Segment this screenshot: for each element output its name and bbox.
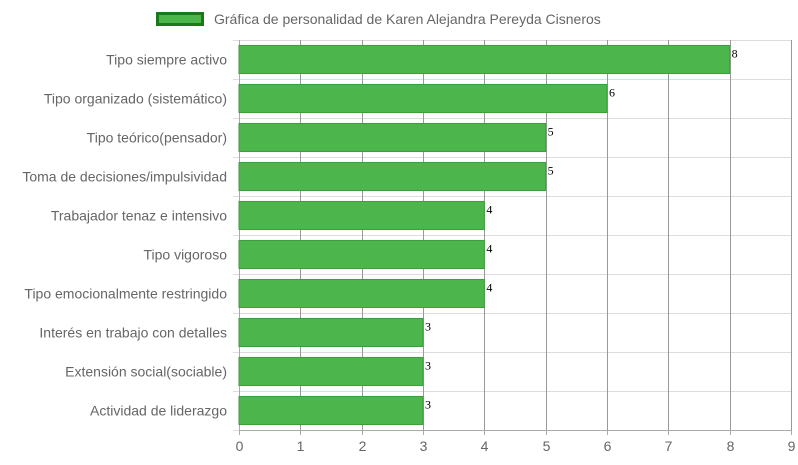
bar <box>238 200 485 231</box>
legend-swatch <box>156 12 204 26</box>
category-label: Tipo emocionalmente restringido <box>24 286 227 302</box>
category-label: Trabajador tenaz e intensivo <box>51 208 227 224</box>
category-label: Interés en trabajo con detalles <box>39 325 227 341</box>
bar <box>238 44 731 75</box>
category-label: Tipo teórico(pensador) <box>87 130 227 146</box>
category-label: Tipo vigoroso <box>143 247 227 263</box>
data-label: 3 <box>425 398 431 412</box>
x-tick-label: 9 <box>788 438 796 454</box>
data-label: 5 <box>548 125 554 139</box>
x-tick-label: 4 <box>481 438 489 454</box>
x-tick-label: 1 <box>297 438 305 454</box>
x-tick-label: 6 <box>604 438 612 454</box>
category-label: Actividad de liderazgo <box>90 403 227 419</box>
bar <box>238 278 485 309</box>
category-label: Tipo organizado (sistemático) <box>44 91 227 107</box>
category-label: Tipo siempre activo <box>106 52 227 68</box>
bar <box>238 161 547 192</box>
bar <box>238 395 424 426</box>
category-label: Extensión social(sociable) <box>65 364 227 380</box>
bar <box>238 239 485 270</box>
data-label: 4 <box>486 203 492 217</box>
data-label: 5 <box>548 164 554 178</box>
bar <box>238 122 547 153</box>
data-label: 3 <box>425 359 431 373</box>
legend-label: Gráfica de personalidad de Karen Alejand… <box>214 11 601 27</box>
data-label: 3 <box>425 320 431 334</box>
bar <box>238 317 424 348</box>
bar <box>238 83 608 114</box>
x-tick-label: 2 <box>359 438 367 454</box>
chart-legend[interactable]: Gráfica de personalidad de Karen Alejand… <box>156 8 601 30</box>
x-tick-label: 3 <box>420 438 428 454</box>
x-tick-label: 0 <box>236 438 244 454</box>
x-tick-label: 5 <box>543 438 551 454</box>
x-tick-label: 8 <box>727 438 735 454</box>
data-label: 6 <box>609 86 615 100</box>
bar <box>238 356 424 387</box>
data-label: 4 <box>486 242 492 256</box>
category-label: Toma de decisiones/impulsividad <box>22 169 227 185</box>
data-label: 4 <box>486 281 492 295</box>
x-tick-label: 7 <box>665 438 673 454</box>
data-label: 8 <box>732 47 738 61</box>
